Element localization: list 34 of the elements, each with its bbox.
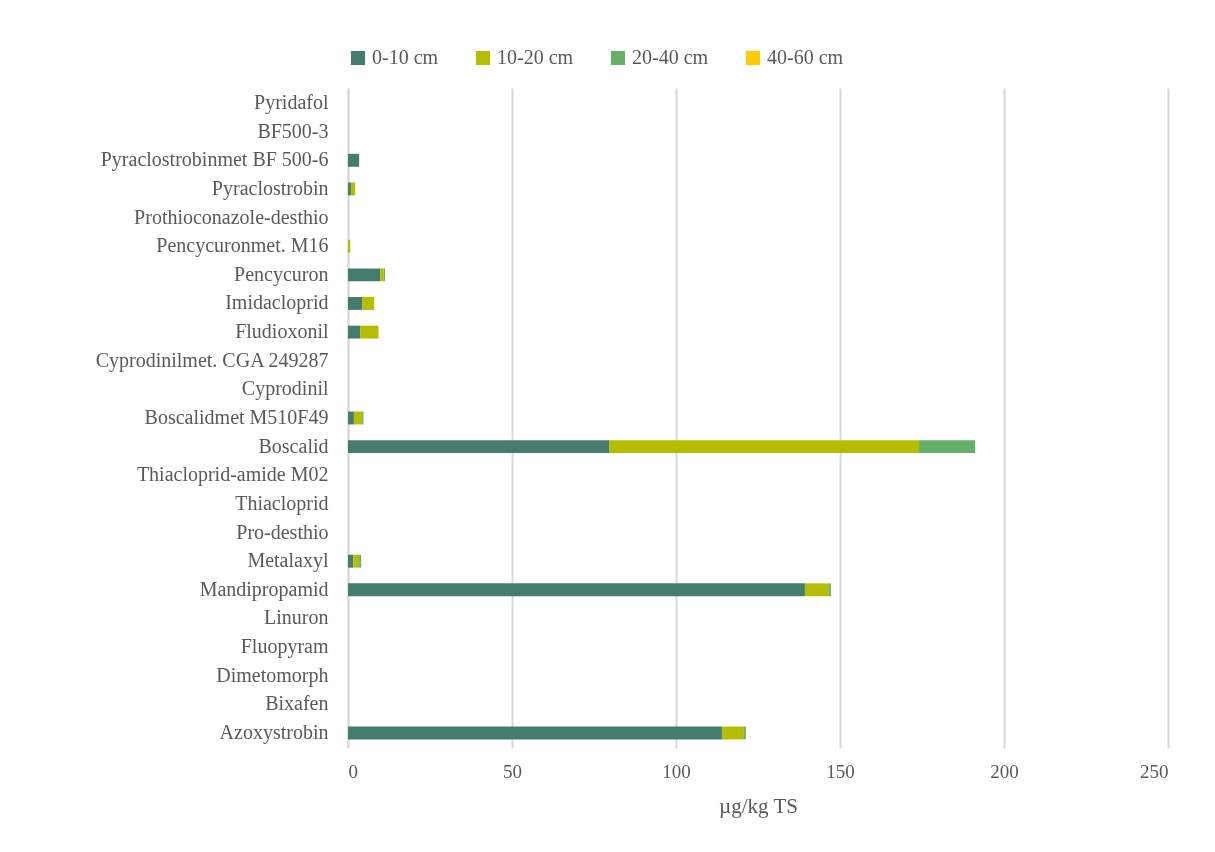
y-tick-label: Metalaxyl [247,549,329,573]
y-tick-label: Cyprodinilmet. CGA 249287 [95,348,329,372]
y-tick-label: Pencycuronmet. M16 [156,234,329,258]
y-tick-label: Fluopyram [240,635,329,659]
legend-label: 0-10 cm [372,46,439,68]
x-tick-label: 200 [990,760,1019,782]
y-tick-label: Pyraclostrobin [211,176,329,200]
y-tick-label: Fludioxonil [235,320,329,343]
y-tick-label: Mandipropamid [199,577,329,601]
y-tick-label: Prothioconazole-desthio [134,205,329,228]
y-tick-label: Linuron [264,606,329,629]
y-tick-label: Pencycuron [234,262,329,286]
y-tick-label: Boscalid [258,434,329,457]
y-tick-label: Dimetomorph [216,663,329,687]
x-tick-label: 150 [826,760,855,782]
x-tick-label: 0 [348,760,358,782]
legend-label: 40-60 cm [767,46,844,68]
y-tick-label: Azoxystrobin [219,720,329,744]
y-tick-label: Bixafen [265,692,329,715]
y-tick-label: BF500-3 [257,119,329,142]
x-axis-title: µg/kg TS [719,793,798,818]
y-tick-label: Cyprodinil [241,377,329,401]
x-tick-label: 50 [503,760,522,782]
y-tick-label: Pyridafol [254,91,329,115]
x-tick-label: 250 [1140,760,1169,782]
y-tick-label: Thiacloprid-amide M02 [136,463,329,487]
y-tick-label: Pyraclostrobinmet BF 500-6 [100,148,329,172]
y-tick-label: Imidacloprid [225,291,329,315]
y-tick-label: Thiacloprid [235,491,329,515]
y-tick-label: Boscalidmet M510F49 [144,406,329,428]
y-tick-label: Pro-desthio [236,520,329,543]
legend-label: 10-20 cm [497,46,574,68]
legend-label: 20-40 cm [632,46,709,68]
x-tick-label: 100 [662,760,691,782]
